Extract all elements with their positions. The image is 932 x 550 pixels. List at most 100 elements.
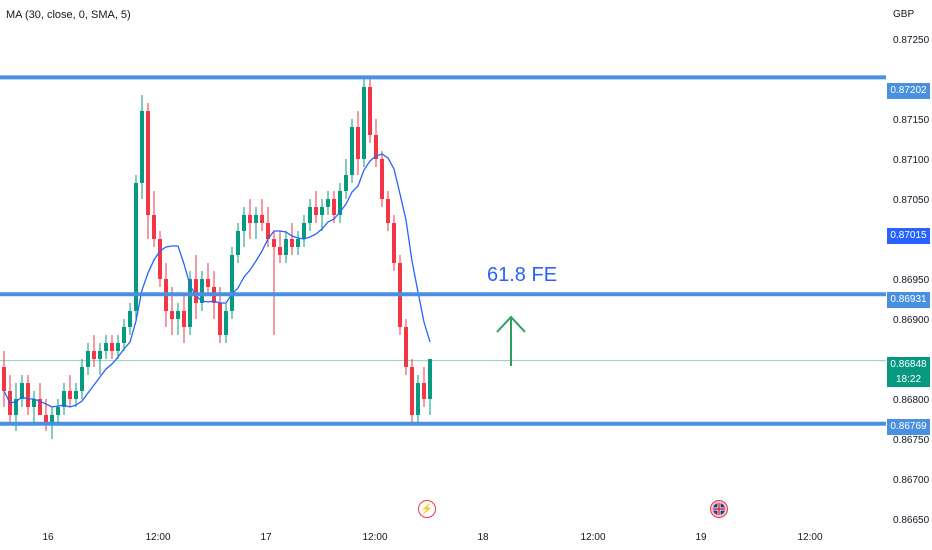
candle-body [308,207,312,223]
x-tick-label: 16 [42,532,54,543]
candle-body [356,127,360,159]
candle-body [182,311,186,327]
candle-body [236,231,240,255]
candle-body [110,343,114,351]
candle-body [104,343,108,351]
candle-body [14,399,18,415]
candle-body [200,279,204,303]
candle-body [362,87,366,159]
candle-body [272,239,276,247]
y-tick-label: 0.87100 [893,155,930,166]
candle-body [338,191,342,215]
candle-body [290,239,294,247]
x-tick-label: 12:00 [362,532,387,543]
candle-body [302,223,306,239]
candle-body [242,215,246,231]
candle-body [254,215,258,223]
candle-body [92,351,96,359]
up-arrow-icon [496,315,526,366]
time-axis[interactable]: 16 12:00 17 12:00 18 12:00 19 12:00 [42,532,823,543]
candle-body [74,391,78,399]
candle-body [128,311,132,327]
candle-body [194,279,198,303]
resistance-price-tag: 0.87202 [887,83,930,99]
candle-body [344,175,348,191]
candle-body [284,239,288,255]
candle-body [86,351,90,367]
candle-body [32,399,36,407]
moving-average-line [3,153,431,408]
y-tick-label: 0.86750 [893,435,930,446]
candle-body [176,311,180,319]
uk-flag-glyph [713,503,725,515]
candle-body [158,239,162,279]
candle-body [206,279,210,287]
candle-body [146,111,150,215]
candle-body [20,383,24,399]
candle-body [404,327,408,367]
fe-annotation[interactable]: 61.8 FE [487,264,558,286]
candles [2,79,432,439]
candle-body [296,239,300,247]
last-price-tag: 0.86848 18:22 [887,357,930,387]
candle-body [278,247,282,255]
candle-body [56,407,60,415]
candle-body [170,311,174,319]
candle-body [26,383,30,407]
candle-body [62,391,66,407]
y-tick-label: 0.86950 [893,275,930,286]
support-price-tag: 0.86769 [887,419,930,435]
candle-body [410,367,414,415]
currency-label: GBP [893,9,915,20]
x-tick-label: 12:00 [797,532,822,543]
candle-body [422,383,426,399]
uk-flag-icon[interactable] [710,500,728,518]
candle-body [428,359,432,399]
candle-body [416,383,420,415]
x-tick-label: 19 [695,532,707,543]
candle-body [50,415,54,423]
y-tick-label: 0.86900 [893,315,930,326]
candle-body [332,199,336,215]
x-tick-label: 12:00 [580,532,605,543]
bar-countdown: 18:22 [895,374,922,385]
candle-body [326,199,330,207]
fe-price-tag: 0.86931 [887,292,930,308]
y-tick-label: 0.87250 [893,35,930,46]
candle-body [122,327,126,343]
candle-body [140,111,144,183]
candle-body [116,343,120,351]
indicator-label[interactable]: MA (30, close, 0, SMA, 5) [6,9,131,21]
candle-body [314,207,318,215]
candle-body [380,159,384,199]
lightning-icon[interactable]: ⚡ [418,500,436,518]
up-arrow-path [496,315,526,366]
candle-body [80,367,84,391]
candle-body [98,351,102,359]
y-tick-label: 0.86650 [893,515,930,526]
candle-body [374,135,378,159]
candle-body [260,215,264,223]
candle-body [2,367,6,391]
y-tick-label: 0.87050 [893,195,930,206]
candle-body [350,127,354,175]
candle-body [392,223,396,263]
candle-body [152,215,156,239]
candle-body [218,303,222,335]
candle-body [248,215,252,223]
candle-body [188,279,192,327]
y-tick-label: 0.86700 [893,475,930,486]
candle-body [266,223,270,239]
ma-price-tag: 0.87015 [887,228,930,244]
candle-body [230,255,234,311]
candle-body [38,399,42,415]
price-axis[interactable]: 0.872500.871500.871000.870500.870000.869… [893,35,930,526]
x-tick-label: 17 [260,532,272,543]
last-price-value: 0.86848 [890,359,927,370]
candle-body [224,311,228,335]
candle-body [44,415,48,423]
candle-body [134,183,138,311]
candle-body [320,207,324,215]
y-tick-label: 0.86800 [893,395,930,406]
